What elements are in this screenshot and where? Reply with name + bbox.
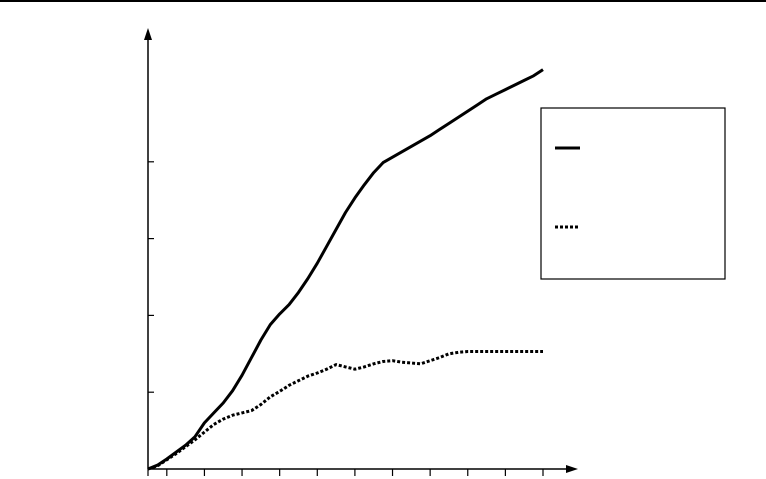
- series-lines: [147, 68, 544, 471]
- top-border: [0, 0, 766, 2]
- series-solid-line: [147, 68, 544, 471]
- axes: [144, 28, 578, 476]
- x-axis-arrowhead: [566, 465, 578, 473]
- tick-marks: [147, 161, 544, 476]
- legend-entries: [555, 146, 580, 229]
- y-axis-arrowhead: [144, 28, 152, 40]
- legend-box: [540, 107, 726, 280]
- legend: [540, 107, 726, 280]
- series-dotted-line: [147, 350, 543, 471]
